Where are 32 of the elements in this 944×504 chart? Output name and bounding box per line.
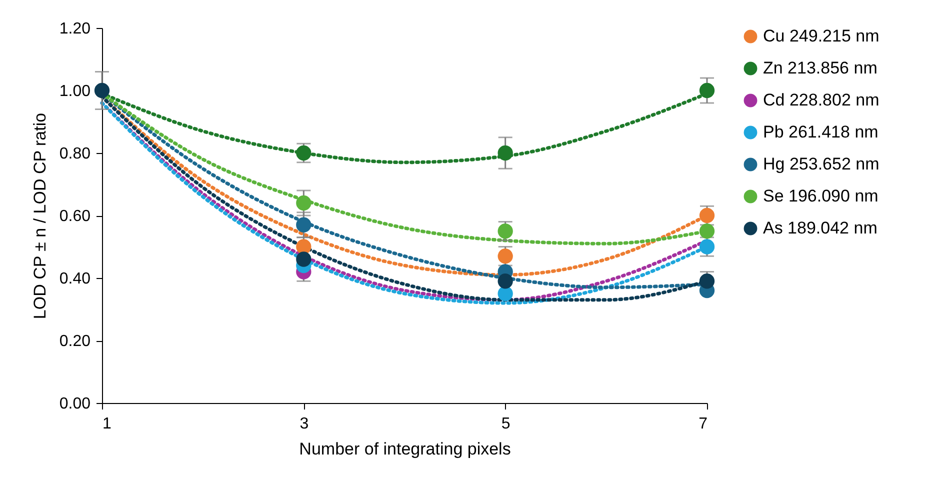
legend-label: Pb 261.418 nm — [763, 122, 878, 142]
legend-label: Cd 228.802 nm — [763, 90, 880, 110]
y-tick-label: 1.00 — [59, 83, 91, 100]
point — [296, 252, 312, 267]
x-tick-label: 3 — [300, 416, 309, 432]
legend-label: Hg 253.652 nm — [763, 154, 880, 174]
point — [94, 82, 110, 98]
y-tick-label: 1.20 — [59, 20, 91, 38]
point — [498, 286, 513, 302]
point — [699, 208, 715, 224]
y-tick-label: 0.80 — [59, 146, 91, 162]
point — [296, 217, 312, 232]
x-axis-title: Number of integrating pixels — [299, 440, 511, 458]
y-tick-label: 0.60 — [59, 208, 91, 225]
point — [699, 82, 715, 98]
x-tick-label: 7 — [698, 416, 708, 432]
x-tick-label: 5 — [501, 416, 510, 432]
legend-label: Zn 213.856 nm — [763, 58, 878, 78]
point — [699, 239, 715, 254]
legend-label: As 189.042 nm — [763, 218, 878, 238]
y-tick-label: 0.00 — [59, 396, 91, 412]
point — [699, 224, 715, 239]
x-tick-label: 1 — [102, 416, 112, 432]
y-tick-label: 0.40 — [59, 270, 91, 288]
point — [498, 224, 513, 239]
legend-label: Cu 249.215 nm — [763, 26, 880, 46]
y-tick-label: 0.20 — [59, 333, 91, 350]
point — [498, 145, 513, 161]
point — [498, 274, 513, 289]
legend-label: Se 196.090 nm — [763, 186, 878, 206]
y-axis-title: LOD CP ± n / LOD CP ratio — [30, 112, 50, 320]
point — [296, 195, 312, 211]
